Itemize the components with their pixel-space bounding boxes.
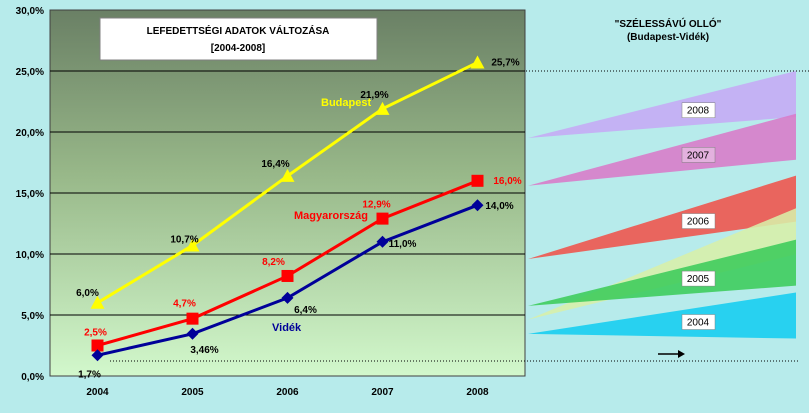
data-point: [186, 327, 199, 340]
data-point: [470, 55, 485, 69]
line-chart: 0,0%5,0%10,0%15,0%20,0%25,0%30,0% 2004 20…: [16, 6, 526, 398]
band-2004: 2004: [528, 292, 796, 339]
data-point: [90, 295, 105, 309]
data-point: [281, 269, 294, 282]
band-year-label: 2007: [687, 150, 710, 161]
data-point: [376, 235, 389, 248]
band-wedge: [528, 71, 796, 138]
y-axis-ticks: 0,0% 5,0% 10,0% 15,0% 20,0% 25,0% 30,0%: [16, 6, 44, 383]
scissors-bands: 2008 2007 2006 2005 2004: [528, 71, 796, 339]
series-name-labels: Budapest Magyarország Vidék: [272, 97, 371, 334]
x-tick-label: 2006: [276, 387, 299, 398]
band-year-label: 2004: [687, 318, 710, 329]
chart-title: LEFEDETTSÉGI ADATOK VÁLTOZÁSA: [147, 24, 330, 37]
band-wedge: [528, 239, 796, 306]
series-label-magyarorszag: Magyarország: [294, 210, 368, 222]
data-point: [91, 349, 104, 362]
data-label: 3,46%: [190, 345, 218, 356]
data-point: [471, 174, 484, 187]
data-label: 21,9%: [360, 90, 388, 101]
data-point: [375, 101, 390, 115]
data-point: [186, 312, 199, 325]
data-label: 16,0%: [493, 176, 521, 187]
series-2: 1,7% 3,46% 6,4% 11,0% 14,0%: [78, 199, 514, 380]
band-wedge: [528, 113, 796, 186]
data-label: 25,7%: [491, 57, 519, 68]
series-1: 2,5% 4,7% 8,2% 12,9% 16,0%: [84, 174, 522, 352]
data-label: 16,4%: [261, 159, 289, 170]
series-0: 6,0% 10,7% 16,4% 21,9% 25,7%: [76, 55, 520, 309]
band-2006: 2006: [528, 175, 796, 260]
band-wedge: [528, 175, 796, 260]
data-label: 6,0%: [76, 288, 99, 299]
data-label: 14,0%: [485, 201, 513, 212]
band-2008: 2008: [528, 71, 796, 138]
y-tick-label: 10,0%: [16, 250, 44, 261]
data-point: [471, 199, 484, 212]
y-tick-label: 25,0%: [16, 67, 44, 78]
band-year-label: 2005: [687, 274, 710, 285]
y-tick-label: 5,0%: [21, 311, 44, 322]
x-tick-label: 2005: [181, 387, 204, 398]
band-2007: 2007: [528, 113, 796, 186]
band-year-box: [681, 314, 716, 330]
band-year-label: 2008: [687, 106, 710, 117]
x-axis-ticks: 2004 2005 2006 2007 2008: [86, 387, 489, 398]
y-tick-label: 0,0%: [21, 372, 44, 383]
series-label-videk: Vidék: [272, 322, 302, 334]
data-label: 2,5%: [84, 328, 107, 339]
chart-subtitle: [2004-2008]: [211, 43, 265, 54]
data-point: [91, 339, 104, 352]
band-year-label: 2006: [687, 217, 710, 228]
data-label: 10,7%: [170, 234, 198, 245]
series-label-budapest: Budapest: [321, 97, 371, 109]
data-point: [185, 238, 200, 252]
band-year-box: [681, 102, 716, 118]
diagram-subtitle: (Budapest-Vidék): [627, 32, 709, 43]
data-label: 12,9%: [362, 200, 390, 211]
data-label: 6,4%: [294, 305, 317, 316]
band-year-box: [681, 270, 716, 287]
x-tick-label: 2008: [466, 387, 489, 398]
band-year-box: [681, 213, 716, 229]
title-box: LEFEDETTSÉGI ADATOK VÁLTOZÁSA [2004-2008…: [99, 17, 378, 61]
band-wedge: [528, 292, 796, 339]
x-tick-label: 2004: [86, 387, 109, 398]
band-2005: 2005: [528, 239, 796, 306]
y-tick-label: 30,0%: [16, 6, 44, 17]
data-point: [280, 168, 295, 182]
scissors-diagram: "SZÉLESSÁVÚ OLLÓ" (Budapest-Vidék) 20082…: [110, 17, 809, 362]
data-point: [281, 291, 294, 304]
band-year-box: [681, 147, 716, 163]
grid-lines: [50, 70, 525, 316]
diagram-title: "SZÉLESSÁVÚ OLLÓ": [615, 17, 722, 30]
data-label: 8,2%: [262, 257, 285, 268]
data-point: [376, 212, 389, 225]
data-label: 1,7%: [78, 369, 101, 380]
x-tick-label: 2007: [371, 387, 394, 398]
y-tick-label: 15,0%: [16, 189, 44, 200]
arrow-icon: [658, 350, 685, 358]
y-tick-label: 20,0%: [16, 128, 44, 139]
series-layer: 6,0% 10,7% 16,4% 21,9% 25,7% 2,5% 4,7% 8,2% 12,9…: [76, 55, 522, 380]
data-label: 4,7%: [173, 299, 196, 310]
data-label: 11,0%: [389, 239, 417, 250]
